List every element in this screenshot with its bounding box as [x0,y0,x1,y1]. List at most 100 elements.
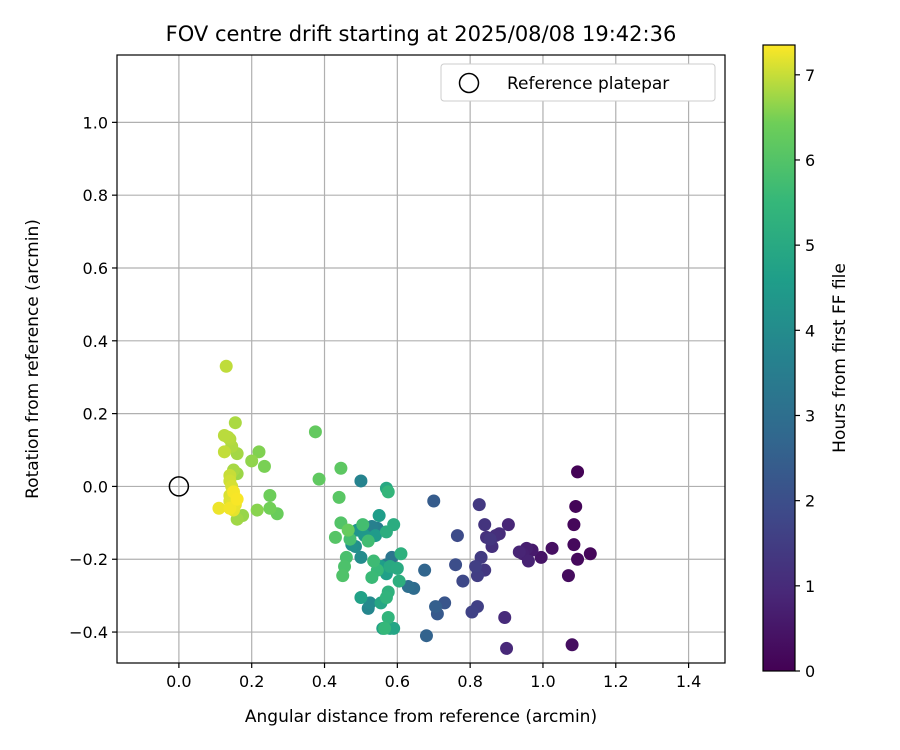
scatter-point [465,605,479,619]
scatter-point [469,560,483,574]
scatter-point [263,501,277,515]
colorbar-tick-label: 1 [805,577,815,596]
scatter-point [354,590,368,604]
colorbar-tick-label: 5 [805,236,815,255]
legend-box [440,63,716,102]
scatter-point [332,490,346,504]
y-tick-label: 1.0 [83,113,108,132]
scatter-point [378,621,392,635]
scatter-point [449,558,463,572]
scatter-point [328,530,342,544]
colorbar-tick-label: 6 [805,151,815,170]
x-axis-ticks: 0.0 0.2 0.4 0.6 0.8 1.0 1.2 1.4 [166,663,701,691]
scatter-point [212,501,226,515]
scatter-point [567,518,581,532]
scatter-point [567,538,581,552]
colorbar-ticks: 0 1 2 3 4 5 6 7 [795,66,815,681]
scatter-point [356,518,370,532]
scatter-point [450,529,464,543]
x-tick-label: 0.4 [312,672,337,691]
y-tick-label: −0.2 [69,550,108,569]
scatter-point [381,610,395,624]
scatter-point [472,498,486,512]
y-axis-label: Rotation from reference (arcmin) [23,219,43,499]
x-tick-label: 0.0 [166,672,191,691]
y-tick-label: 0.4 [83,332,108,351]
colorbar-gradient [762,44,796,672]
colorbar: 0 1 2 3 4 5 6 7 Hours from first FF file [762,44,850,681]
scatter-point [429,600,443,614]
x-tick-label: 1.2 [603,672,628,691]
colorbar-tick-label: 7 [805,66,815,85]
scatter-point [354,550,368,564]
scatter-point [571,465,585,479]
scatter-point [521,554,535,568]
scatter-point [308,425,322,439]
scatter-points [212,359,597,655]
scatter-point [250,503,264,517]
scatter-point [312,472,326,486]
x-tick-label: 0.2 [239,672,264,691]
chart-title: FOV centre drift starting at 2025/08/08 … [166,22,677,46]
scatter-point [336,569,350,583]
y-tick-label: 0.6 [83,259,108,278]
scatter-point [498,610,512,624]
scatter-point [512,545,526,559]
legend-label: Reference platepar [507,74,669,94]
scatter-point [341,523,355,537]
scatter-point [583,547,597,561]
scatter-point [257,459,271,473]
scatter-point [394,547,408,561]
scatter-point [419,629,433,643]
scatter-point [501,518,515,532]
scatter-point [534,550,548,564]
y-tick-label: 0.2 [83,405,108,424]
scatter-point [365,570,379,584]
scatter-point [478,518,492,532]
y-tick-label: −0.4 [69,623,108,642]
scatter-point [230,492,244,506]
scatter-point [381,485,395,499]
scatter-point [500,641,514,655]
grid [117,55,725,663]
legend-marker-open-circle [458,72,480,94]
x-tick-label: 0.6 [385,672,410,691]
y-axis-ticks: −0.4 −0.2 0.0 0.2 0.4 0.6 0.8 1.0 [69,113,117,642]
y-tick-label: 0.8 [83,186,108,205]
scatter-point [252,445,266,459]
scatter-point [354,474,368,488]
x-tick-label: 1.4 [676,672,701,691]
scatter-point [571,552,585,566]
scatter-point [228,416,242,430]
colorbar-tick-label: 4 [805,321,815,340]
scatter-point [334,461,348,475]
scatter-point [379,525,393,539]
colorbar-tick-label: 3 [805,406,815,425]
plot-frame [116,54,726,664]
x-axis-label: Angular distance from reference (arcmin) [245,707,597,727]
scatter-point [367,554,381,568]
scatter-point [387,621,401,635]
scatter-point [217,428,231,442]
scatter-point [372,509,386,523]
scatter-point [223,501,237,515]
scatter-point [456,574,470,588]
scatter-point [418,563,432,577]
legend: Reference platepar [440,63,716,102]
colorbar-tick-label: 2 [805,492,815,511]
scatter-point [427,494,441,508]
scatter-point [565,638,579,652]
scatter-point [561,569,575,583]
colorbar-tick-label: 0 [805,662,815,681]
scatter-point [483,532,497,546]
reference-platepar-marker [168,476,190,497]
scatter-point [569,499,583,513]
scatter-point [263,489,277,503]
scatter-point [217,445,231,459]
scatter-point [245,454,259,468]
x-tick-label: 0.8 [457,672,482,691]
scatter-point [219,359,233,373]
scatter-point [392,574,406,588]
